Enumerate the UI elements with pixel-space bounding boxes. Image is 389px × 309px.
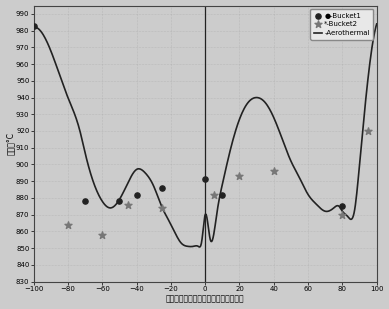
●-Bucket1: [30, 23, 37, 28]
*-Bucket2: [339, 212, 345, 217]
●-Bucket1: [82, 199, 88, 204]
●-Bucket1: [159, 185, 165, 190]
*-Bucket2: [237, 174, 243, 179]
*-Bucket2: [65, 222, 71, 227]
●-Bucket1: [365, 22, 371, 27]
●-Bucket1: [116, 199, 123, 204]
*-Bucket2: [99, 232, 105, 237]
●-Bucket1: [339, 204, 345, 209]
*-Bucket2: [159, 205, 165, 210]
●-Bucket1: [202, 177, 208, 182]
X-axis label: 距离前缘位置（左压力面，右吸力面）: 距离前缘位置（左压力面，右吸力面）: [166, 294, 244, 303]
*-Bucket2: [210, 192, 217, 197]
*-Bucket2: [271, 169, 277, 174]
Y-axis label: 温度／°C: 温度／°C: [5, 132, 14, 155]
●-Bucket1: [133, 192, 140, 197]
*-Bucket2: [125, 202, 131, 207]
●-Bucket1: [219, 192, 225, 197]
Legend: ●-Bucket1, *-Bucket2, -Aerothermal: ●-Bucket1, *-Bucket2, -Aerothermal: [310, 9, 373, 40]
*-Bucket2: [365, 129, 371, 133]
